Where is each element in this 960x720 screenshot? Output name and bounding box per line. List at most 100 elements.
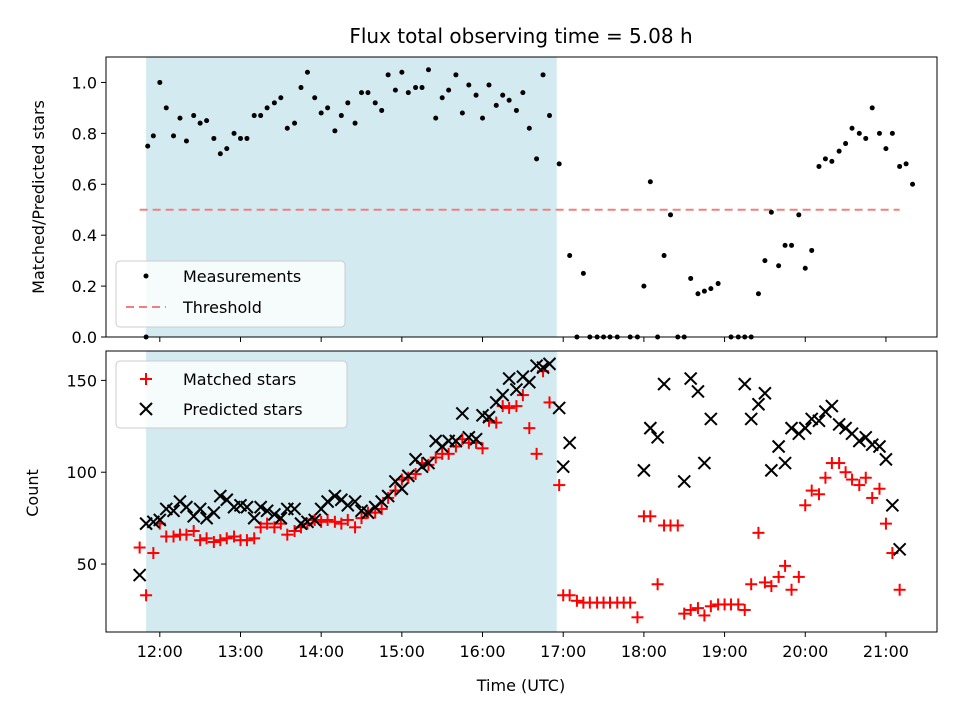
- matched-point: [369, 506, 382, 519]
- measurement-point: [647, 179, 653, 185]
- measurement-point: [292, 120, 298, 126]
- series-matched-stars: [133, 365, 906, 624]
- measurement-point: [171, 133, 177, 139]
- predicted-point: [677, 474, 691, 489]
- measurement-point: [433, 115, 439, 121]
- series-predicted-stars: [132, 357, 907, 582]
- matched-point: [503, 401, 516, 414]
- predicted-point: [542, 357, 557, 371]
- matched-point: [799, 499, 812, 512]
- x-tick-label: 17:00: [540, 642, 586, 661]
- measurement-point: [446, 87, 452, 93]
- matched-point: [833, 457, 846, 470]
- measurement-point: [244, 135, 250, 141]
- measurement-point: [197, 120, 203, 126]
- predicted-point: [153, 513, 167, 527]
- matched-point: [200, 532, 213, 545]
- measurement-point: [379, 107, 385, 113]
- predicted-point: [556, 459, 570, 474]
- measurement-point: [849, 125, 855, 131]
- matched-point: [893, 583, 906, 596]
- matched-point: [624, 596, 637, 609]
- predicted-point: [179, 500, 194, 514]
- measurement-point: [776, 263, 782, 269]
- measurement-point: [217, 151, 223, 157]
- predicted-point: [784, 421, 799, 435]
- measurement-point: [816, 163, 822, 169]
- matched-point: [563, 589, 576, 602]
- measurement-point: [191, 113, 197, 119]
- x-tick-label: 13:00: [217, 642, 263, 661]
- predicted-point: [421, 456, 436, 470]
- y-tick-label: 1.0: [72, 73, 97, 92]
- matched-point: [758, 576, 771, 589]
- matched-point: [147, 547, 160, 560]
- matched-point: [866, 491, 879, 504]
- predicted-point: [502, 371, 516, 386]
- predicted-point: [213, 489, 228, 503]
- x-tick-label: 15:00: [379, 642, 425, 661]
- measurement-point: [392, 87, 398, 93]
- legend-label-measurements: Measurements: [183, 267, 301, 286]
- measurement-point: [708, 286, 714, 292]
- predicted-point: [401, 469, 416, 483]
- matched-point: [214, 534, 227, 547]
- matched-point: [180, 528, 193, 541]
- predicted-point: [764, 463, 779, 478]
- predicted-point: [193, 502, 207, 516]
- measurement-point: [399, 69, 405, 75]
- plot-frame-count: [105, 350, 938, 633]
- matched-point: [671, 519, 684, 532]
- predicted-point: [852, 434, 867, 448]
- measurement-point: [345, 100, 351, 106]
- measurement-point: [385, 72, 391, 78]
- matched-point: [779, 559, 792, 572]
- measurement-point: [258, 113, 264, 119]
- matched-point: [409, 468, 422, 481]
- predicted-point: [744, 412, 758, 426]
- measurement-point: [513, 107, 519, 113]
- measurement-point: [910, 181, 916, 187]
- measurement-point: [473, 92, 479, 98]
- measurement-point: [500, 92, 506, 98]
- predicted-point: [562, 436, 577, 450]
- measurement-point: [204, 118, 210, 124]
- matched-point: [785, 583, 798, 596]
- matched-point: [449, 440, 462, 453]
- matched-point: [772, 570, 785, 583]
- matched-point: [523, 422, 536, 435]
- measurement-point: [425, 67, 431, 73]
- measurement-point: [325, 105, 331, 111]
- measurement-point: [715, 281, 721, 287]
- measurement-point: [556, 161, 562, 167]
- predicted-point: [637, 463, 651, 478]
- matched-point: [691, 602, 704, 615]
- measurement-point: [359, 90, 365, 96]
- measurement-point: [459, 110, 465, 116]
- measurement-point: [211, 135, 217, 141]
- measurement-point: [506, 97, 512, 103]
- predicted-point: [704, 412, 718, 426]
- matched-point: [133, 541, 146, 554]
- measurement-point: [318, 110, 324, 116]
- x-tick-label: 16:00: [459, 642, 505, 661]
- matched-point: [321, 513, 334, 526]
- measurement-point: [641, 283, 647, 289]
- predicted-point: [199, 511, 214, 525]
- predicted-point: [832, 417, 846, 432]
- legend-label-predicted: Predicted stars: [183, 400, 303, 419]
- matched-point: [846, 473, 859, 486]
- predicted-point: [348, 494, 362, 509]
- measurement-point: [869, 105, 875, 111]
- predicted-point: [482, 410, 496, 424]
- legend-marker-measurements: [143, 273, 149, 279]
- measurement-point: [829, 158, 835, 164]
- x-tick-label: 14:00: [298, 642, 344, 661]
- matched-point: [207, 536, 220, 549]
- y-axis-label-count: Count: [23, 469, 42, 517]
- y-tick-label: 100: [66, 463, 97, 482]
- x-tick-label: 18:00: [621, 642, 667, 661]
- measurement-point: [903, 161, 909, 167]
- measurement-point: [177, 115, 183, 121]
- measurement-point: [755, 291, 761, 297]
